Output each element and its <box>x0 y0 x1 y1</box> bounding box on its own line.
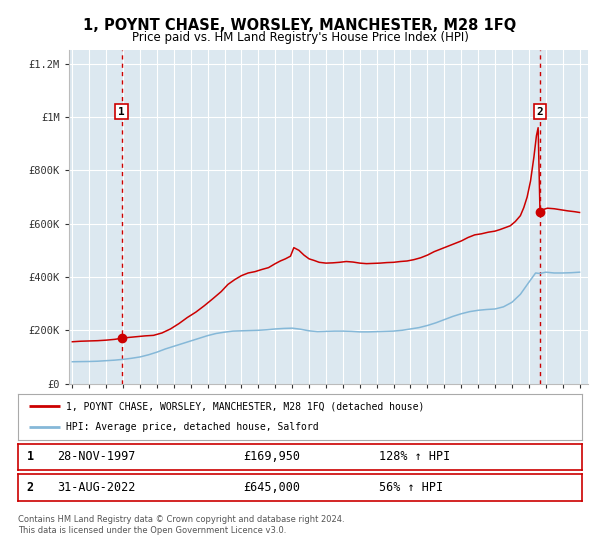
Text: 128% ↑ HPI: 128% ↑ HPI <box>379 450 450 464</box>
Text: 2: 2 <box>536 107 544 116</box>
Text: Price paid vs. HM Land Registry's House Price Index (HPI): Price paid vs. HM Land Registry's House … <box>131 31 469 44</box>
Text: £169,950: £169,950 <box>244 450 301 464</box>
Text: 1, POYNT CHASE, WORSLEY, MANCHESTER, M28 1FQ: 1, POYNT CHASE, WORSLEY, MANCHESTER, M28… <box>83 18 517 33</box>
Text: 1, POYNT CHASE, WORSLEY, MANCHESTER, M28 1FQ (detached house): 1, POYNT CHASE, WORSLEY, MANCHESTER, M28… <box>66 401 424 411</box>
Text: 56% ↑ HPI: 56% ↑ HPI <box>379 481 443 494</box>
Text: Contains HM Land Registry data © Crown copyright and database right 2024.: Contains HM Land Registry data © Crown c… <box>18 515 344 524</box>
Text: £645,000: £645,000 <box>244 481 301 494</box>
Text: 31-AUG-2022: 31-AUG-2022 <box>58 481 136 494</box>
Text: HPI: Average price, detached house, Salford: HPI: Average price, detached house, Salf… <box>66 422 319 432</box>
Text: This data is licensed under the Open Government Licence v3.0.: This data is licensed under the Open Gov… <box>18 526 286 535</box>
Text: 2: 2 <box>26 481 34 494</box>
Text: 1: 1 <box>26 450 34 464</box>
Text: 28-NOV-1997: 28-NOV-1997 <box>58 450 136 464</box>
Text: 1: 1 <box>118 107 125 116</box>
